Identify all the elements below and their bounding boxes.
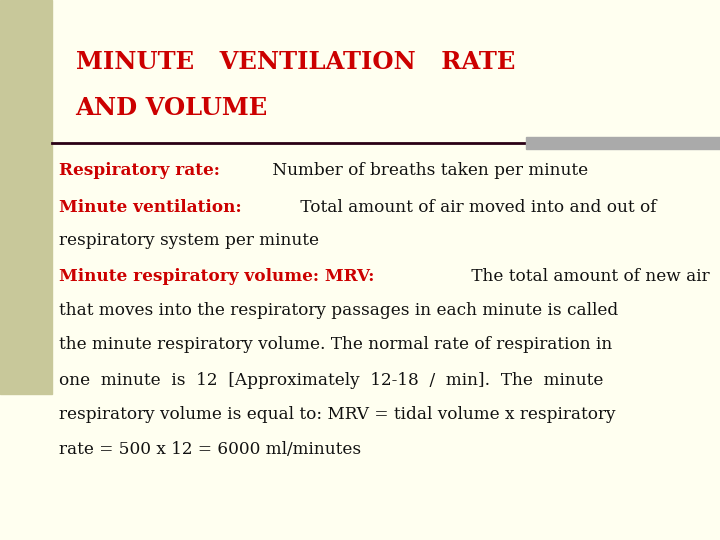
Text: rate = 500 x 12 = 6000 ml/minutes: rate = 500 x 12 = 6000 ml/minutes (59, 441, 361, 458)
Text: the minute respiratory volume. The normal rate of respiration in: the minute respiratory volume. The norma… (59, 336, 612, 353)
Text: AND VOLUME: AND VOLUME (76, 96, 268, 120)
Text: Number of breaths taken per minute: Number of breaths taken per minute (266, 161, 588, 179)
Text: Minute ventilation:: Minute ventilation: (59, 199, 242, 217)
Text: MINUTE   VENTILATION   RATE: MINUTE VENTILATION RATE (76, 50, 515, 74)
Text: Total amount of air moved into and out of: Total amount of air moved into and out o… (294, 199, 656, 217)
Text: that moves into the respiratory passages in each minute is called: that moves into the respiratory passages… (59, 302, 618, 319)
Text: Respiratory rate:: Respiratory rate: (59, 161, 220, 179)
Bar (0, 0, 52, 394)
Bar (526, 137, 720, 149)
Text: Minute respiratory volume: MRV:: Minute respiratory volume: MRV: (59, 268, 374, 285)
Text: The total amount of new air: The total amount of new air (466, 268, 710, 285)
Text: one  minute  is  12  [Approximately  12-18  /  min].  The  minute: one minute is 12 [Approximately 12-18 / … (59, 372, 603, 389)
Text: respiratory system per minute: respiratory system per minute (59, 232, 319, 249)
Text: respiratory volume is equal to: MRV = tidal volume x respiratory: respiratory volume is equal to: MRV = ti… (59, 406, 616, 423)
